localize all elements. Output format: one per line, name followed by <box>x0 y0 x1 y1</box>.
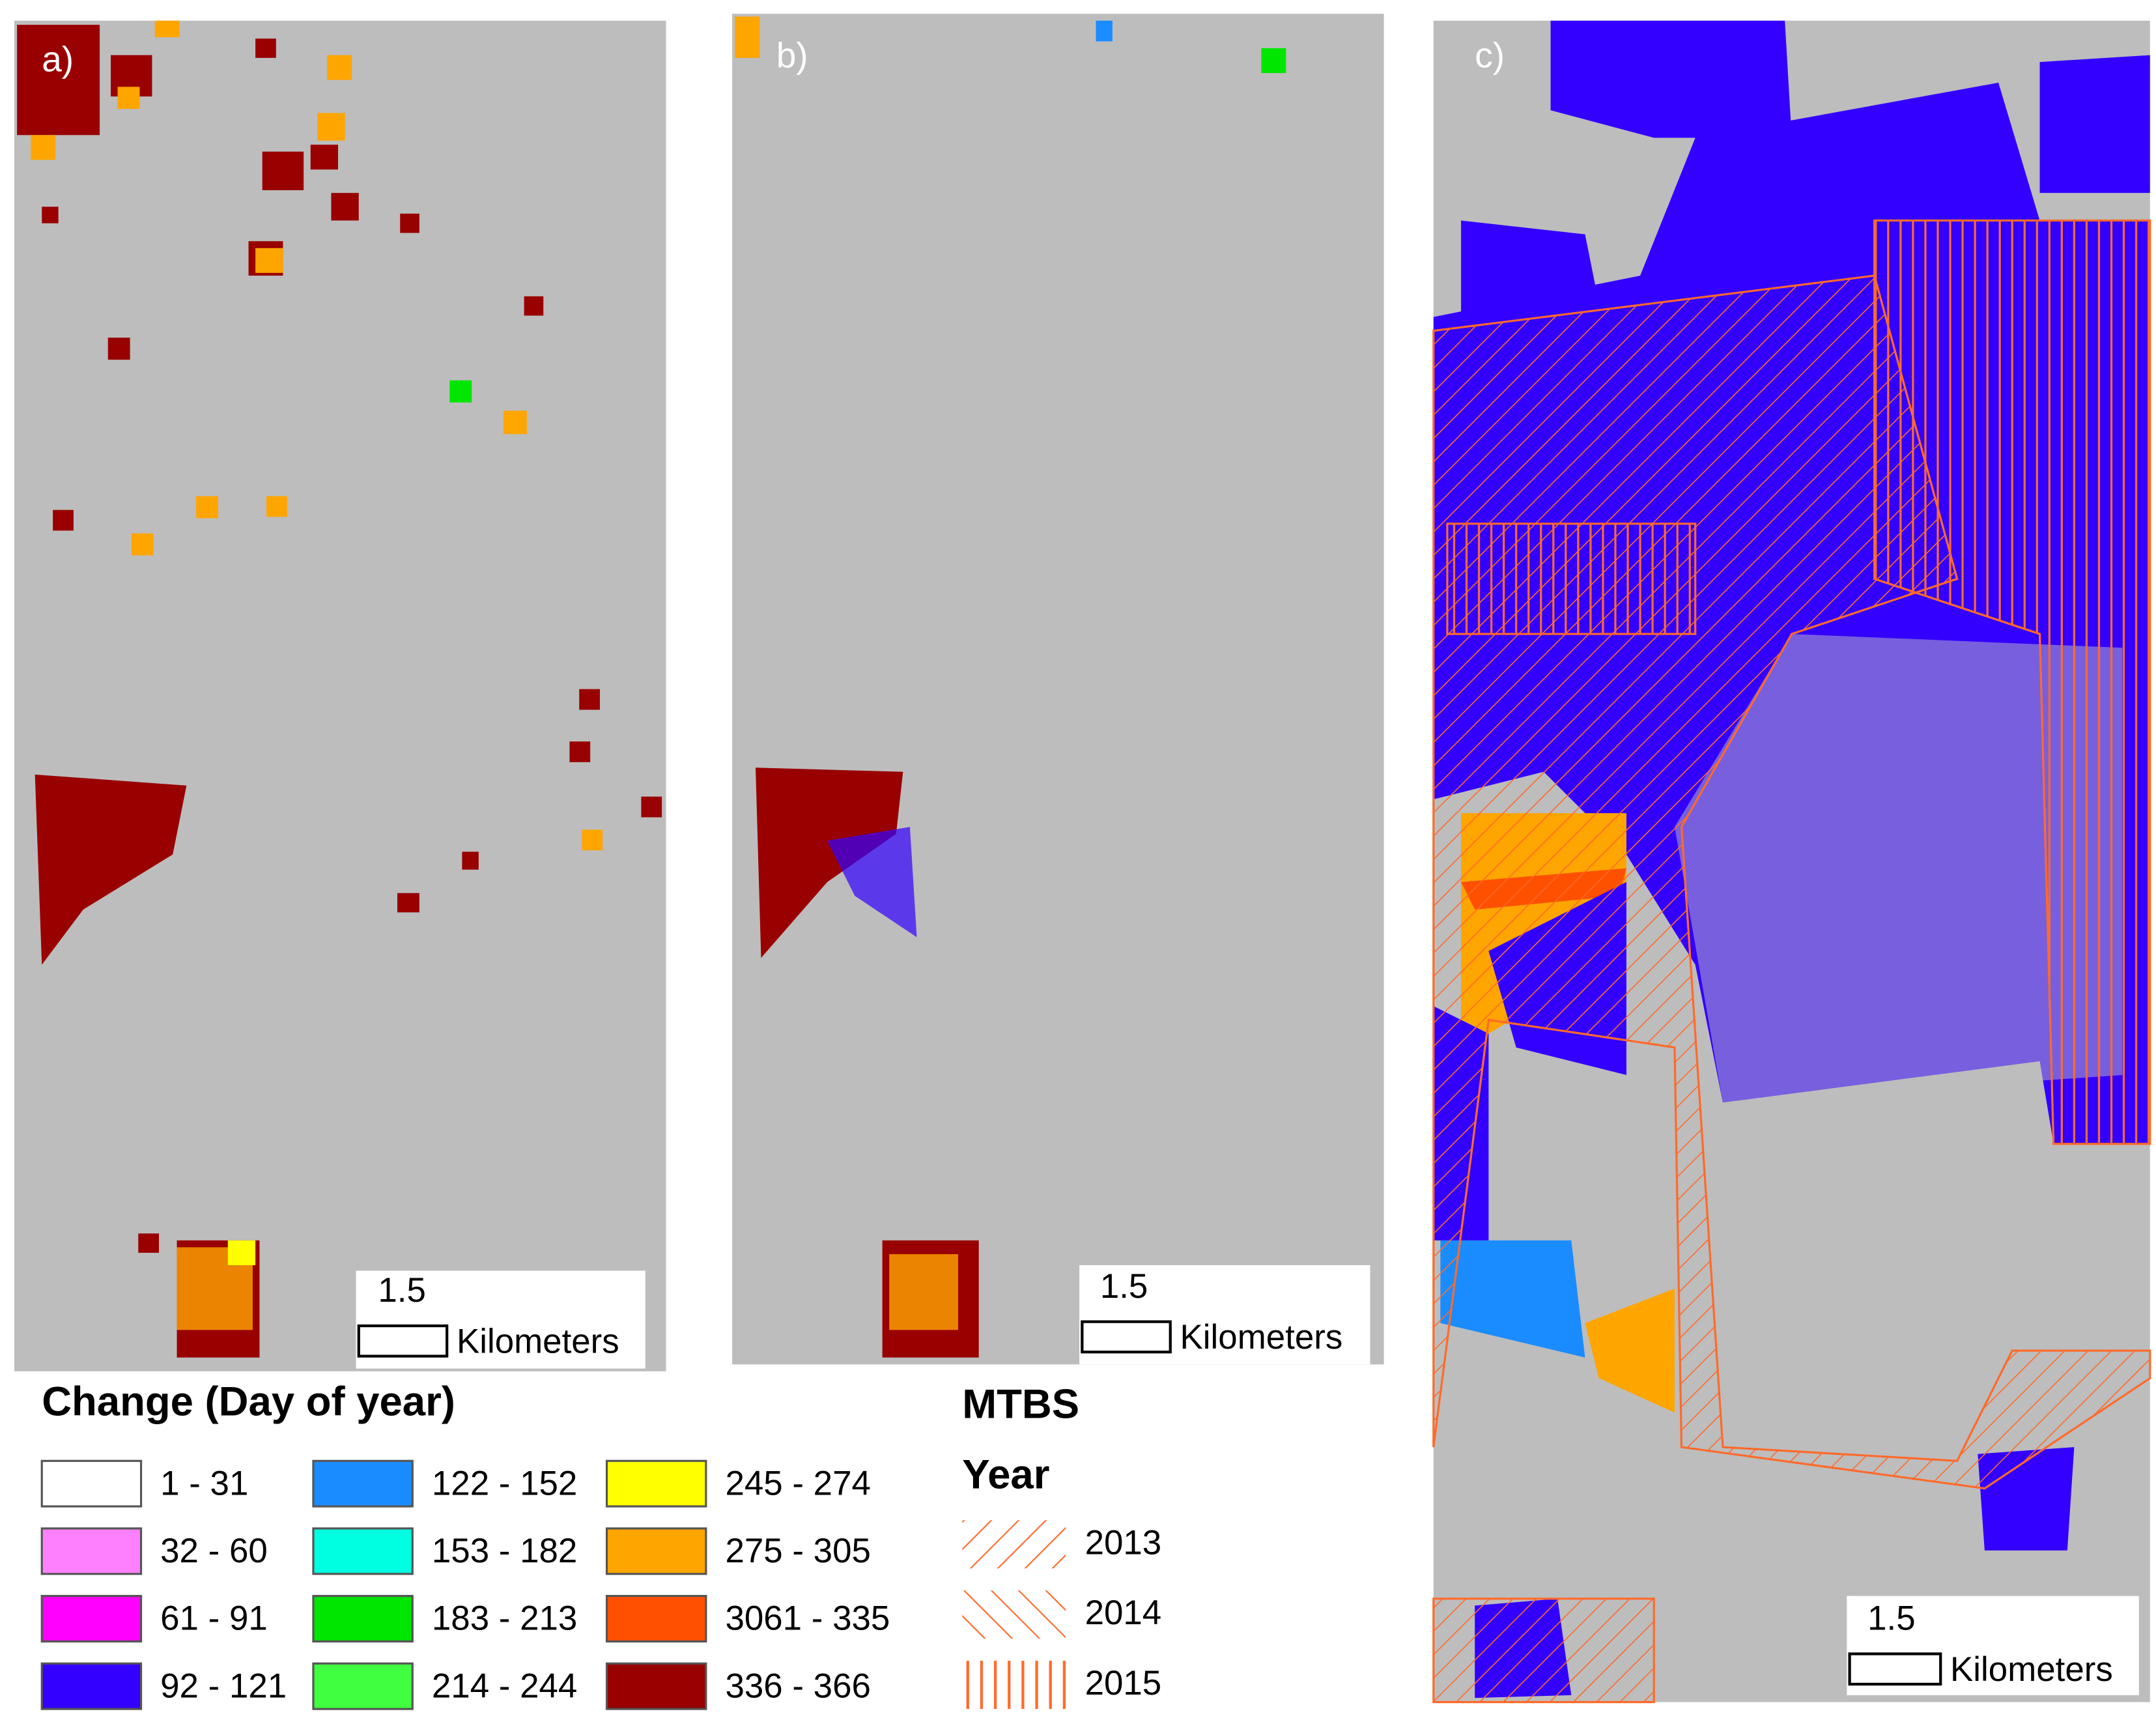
change-patch <box>1440 1240 1585 1358</box>
legend-swatch <box>40 1459 143 1508</box>
legend-swatch <box>40 1527 143 1575</box>
map-panel-c: 1.5 Kilometers c) <box>1432 20 2151 1704</box>
map-panel-a: 1.5 Kilometers a) <box>14 20 666 1371</box>
change-patch <box>2039 55 2150 194</box>
change-patch <box>1585 1288 1675 1413</box>
map-background <box>14 20 666 1371</box>
mtbs-legend: 2013 2014 2015 <box>962 1520 1162 1710</box>
panel-label: c) <box>1475 35 1505 75</box>
legend-swatch <box>40 1595 143 1643</box>
legend-swatch <box>605 1595 707 1643</box>
legend-subtitle: Year <box>962 1452 1049 1497</box>
change-legend: 1 - 31 32 - 60 61 - 91 92 - 121 122 - 152 153… <box>40 1459 890 1710</box>
scale-unit: Kilometers <box>1950 1650 2113 1689</box>
change-patch <box>1674 634 2123 1103</box>
legend-label: 275 - 305 <box>725 1532 870 1570</box>
legend-title: Change (Day of year) <box>42 1379 455 1424</box>
legend-title: MTBS <box>962 1382 1079 1427</box>
legend-swatch <box>962 1520 1066 1569</box>
legend-swatch <box>605 1459 707 1508</box>
change-patch <box>1096 20 1113 42</box>
legend-label: 245 - 274 <box>725 1464 870 1502</box>
legend-label: 2015 <box>1085 1664 1162 1702</box>
change-patch <box>227 1240 256 1265</box>
legend-swatch <box>962 1590 1066 1639</box>
legend-swatch <box>962 1661 1066 1710</box>
map-background <box>732 14 1384 1365</box>
scale-unit: Kilometers <box>1180 1318 1343 1356</box>
change-patch <box>756 767 903 958</box>
scale-bar <box>357 1324 449 1358</box>
legend-label: 1 - 31 <box>160 1464 248 1502</box>
legend-label: 183 - 213 <box>432 1599 577 1638</box>
change-patch <box>449 380 472 403</box>
map-panel-b: 1.5 Kilometers b) <box>732 14 1384 1365</box>
legend-label: 153 - 182 <box>432 1532 577 1570</box>
panel-label: b) <box>776 35 808 75</box>
change-patch <box>735 16 760 58</box>
scale-value: 1.5 <box>378 1271 426 1310</box>
panel-label: a) <box>42 39 74 79</box>
scale-unit: Kilometers <box>457 1322 619 1360</box>
legend-label: 2013 <box>1085 1523 1162 1562</box>
change-patch <box>827 827 917 938</box>
change-patch <box>1261 48 1286 74</box>
change-patch <box>1550 20 1792 138</box>
scale-value: 1.5 <box>1867 1599 1916 1638</box>
legend-label: 32 - 60 <box>160 1532 268 1570</box>
legend-swatch <box>605 1662 707 1710</box>
scale-bar <box>1848 1652 1942 1686</box>
legend-label: 2014 <box>1085 1594 1162 1632</box>
change-patch <box>889 1254 958 1330</box>
burn-perimeter <box>1432 1598 1655 1704</box>
legend-label: 336 - 366 <box>725 1667 870 1705</box>
legend-label: 92 - 121 <box>160 1667 287 1705</box>
burn-perimeter <box>1446 523 1697 635</box>
legend-label: 61 - 91 <box>160 1599 268 1638</box>
legend-swatch <box>40 1662 143 1710</box>
legend-label: 214 - 244 <box>432 1667 577 1705</box>
legend-swatch <box>312 1595 414 1643</box>
scale-value: 1.5 <box>1100 1267 1148 1306</box>
legend-swatch <box>312 1527 414 1575</box>
burn-perimeter <box>1873 219 2151 1145</box>
legend-label: 3061 - 335 <box>725 1599 890 1638</box>
change-patch <box>1461 220 1599 317</box>
legend-swatch <box>312 1662 414 1710</box>
legend-swatch <box>605 1527 707 1575</box>
legend-swatch <box>312 1459 414 1508</box>
scale-bar <box>1081 1320 1172 1354</box>
legend-label: 122 - 152 <box>432 1464 577 1502</box>
